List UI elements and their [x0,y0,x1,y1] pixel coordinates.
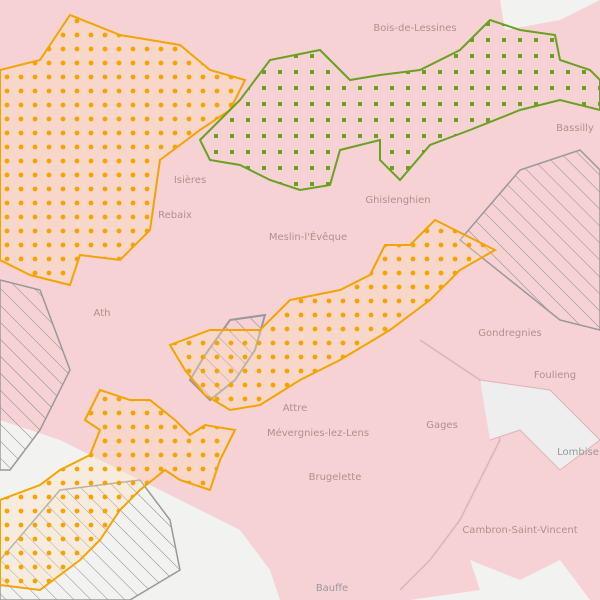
natura-area [0,13,247,287]
place-label: Gondregnies [478,328,541,339]
outside-area [479,379,600,471]
natura-area [168,218,498,412]
place-label: Bassilly [556,123,594,134]
place-label: Bauffe [316,583,348,594]
place-label: Bois-de-Lessines [373,23,456,34]
place-label: Foulieng [534,370,576,381]
place-label: Lombise [557,447,599,458]
place-label: Meslin-l'Évêque [269,230,347,243]
place-label: Ath [94,308,111,319]
protected-area [458,149,600,331]
place-label: Attre [283,403,308,414]
place-label: Rebaix [158,210,192,221]
boundary [399,339,501,591]
protected-area [0,279,71,471]
place-label: Isières [174,174,206,186]
place-label: Ghislenghien [365,195,430,206]
place-label: Brugelette [309,472,362,483]
natura-area [198,18,600,192]
labels: Bois-de-Lessines Isières Rebaix Ghislenghie… [94,23,599,594]
natura-area [0,388,237,592]
place-label: Cambron-Saint-Vincent [462,525,577,536]
place-label: Mévergnies-lez-Lens [267,427,369,439]
place-label: Gages [426,420,458,431]
